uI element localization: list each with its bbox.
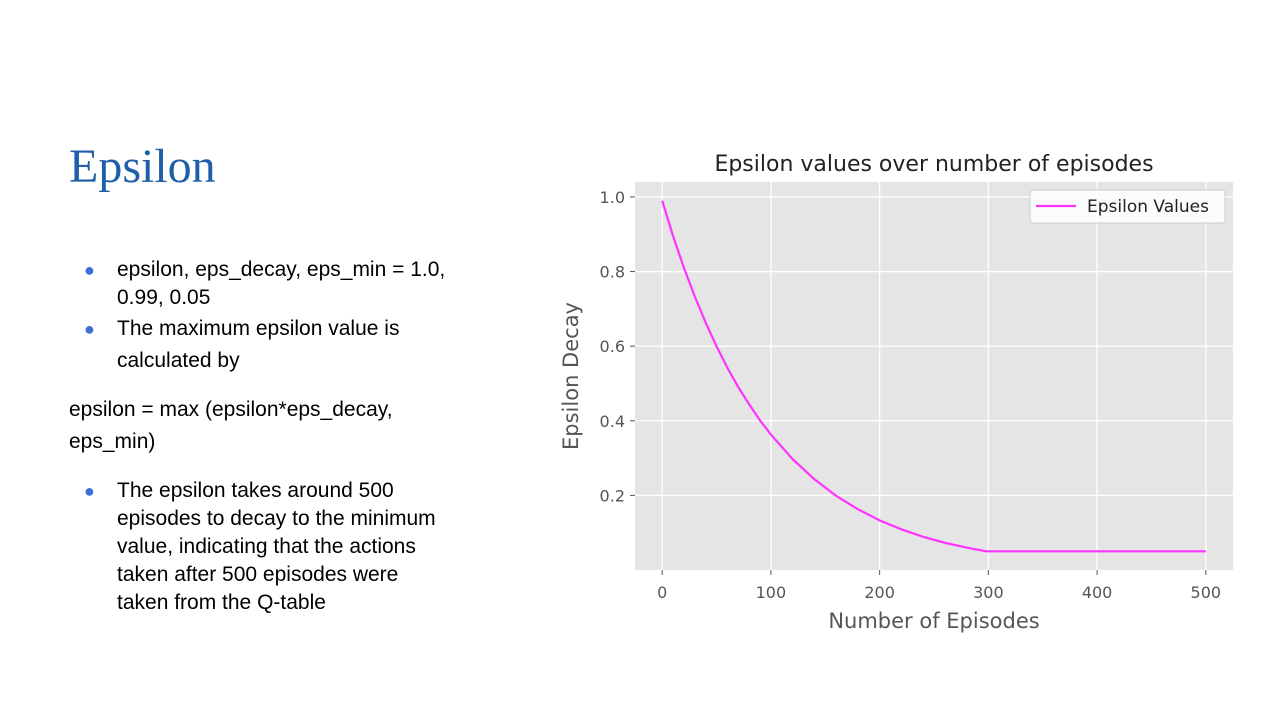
legend: Epsilon Values <box>1029 189 1226 224</box>
x-tick-label: 500 <box>1191 583 1222 602</box>
x-tick-label: 100 <box>756 583 787 602</box>
bullet-text: The epsilon takes around 500 episodes to… <box>117 479 436 614</box>
y-tick-label: 0.4 <box>600 412 625 431</box>
x-tick-label: 400 <box>1082 583 1113 602</box>
y-tick-label: 0.2 <box>600 486 625 505</box>
x-tick-label: 200 <box>864 583 895 602</box>
bullet-dot-icon: ● <box>84 481 95 501</box>
y-tick-label: 1.0 <box>600 188 625 207</box>
bullet-item: ● The maximum epsilon value is calculate… <box>84 313 454 377</box>
formula-text: epsilon = max (epsilon*eps_decay, eps_mi… <box>69 398 393 453</box>
legend-label: Epsilon Values <box>1087 197 1209 217</box>
bullet-dot-icon: ● <box>84 319 95 339</box>
axis-ticks: 0 100 200 300 400 500 0.2 0.4 0.6 0.8 1.0 <box>600 188 1222 602</box>
bullet-item: ● epsilon, eps_decay, eps_min = 1.0, 0.9… <box>84 256 454 312</box>
y-axis-label: Epsilon Decay <box>559 302 583 450</box>
bullet-item: ● The epsilon takes around 500 episodes … <box>84 477 454 617</box>
chart-title: Epsilon values over number of episodes <box>714 152 1153 177</box>
y-tick-label: 0.6 <box>600 337 625 356</box>
grid-lines <box>635 182 1233 570</box>
bullet-text: epsilon, eps_decay, eps_min = 1.0, 0.99,… <box>117 258 446 309</box>
x-axis-label: Number of Episodes <box>828 609 1039 633</box>
y-tick-label: 0.8 <box>600 263 625 282</box>
bullet-text: The maximum epsilon value is calculated … <box>117 317 400 372</box>
bullet-dot-icon: ● <box>84 260 95 280</box>
x-tick-label: 300 <box>973 583 1004 602</box>
plot-area <box>635 182 1233 570</box>
x-tick-label: 0 <box>657 583 667 602</box>
series-line-epsilon-values <box>661 200 1206 553</box>
legend-box <box>1029 189 1226 224</box>
epsilon-chart: Epsilon values over number of episodes 0… <box>559 152 1233 633</box>
slide-title: Epsilon <box>69 140 216 193</box>
